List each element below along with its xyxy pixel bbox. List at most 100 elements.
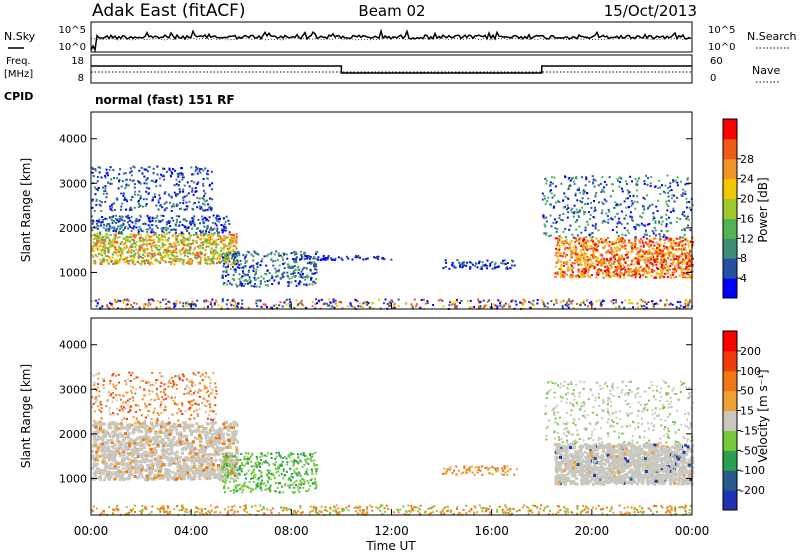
range-cell [689,253,692,256]
range-cell [309,269,312,272]
range-cell [586,192,589,195]
range-cell [560,264,563,267]
range-cell [565,238,568,241]
range-cell [144,303,146,306]
range-cell [213,447,217,451]
range-cell [161,230,164,233]
range-cell [102,241,105,244]
range-cell [205,230,208,233]
range-cell [466,300,469,303]
range-cell [214,458,218,462]
range-cell [688,259,691,262]
range-cell [211,238,214,241]
range-cell [105,236,108,239]
range-cell [597,272,600,274]
range-cell [96,235,99,238]
range-cell [166,432,170,436]
range-cell [157,208,160,211]
range-cell [567,306,570,309]
range-cell [566,301,568,304]
noise-left-tick-bottom: 10^0 [59,42,86,53]
range-cell [208,258,211,261]
range-cell [205,476,209,480]
range-cell [223,244,226,247]
range-cell [109,234,112,236]
range-cell [675,275,678,278]
range-cell [632,259,635,261]
range-cell [232,477,236,481]
range-cell [479,268,482,270]
range-cell [619,270,622,273]
range-cell [560,241,563,244]
range-cell [217,234,220,237]
range-cell [642,259,645,262]
range-cell [281,274,284,277]
range-cell [665,223,668,226]
range-cell [557,239,559,242]
range-cell [91,247,94,250]
range-cell [580,176,583,179]
range-cell [150,179,153,182]
range-cell [223,229,226,232]
range-cell [564,195,567,198]
range-cell [248,276,251,279]
range-cell [613,263,615,266]
range-cell [208,474,212,478]
range-cell [142,222,145,225]
range-cell [275,269,278,272]
range-cell [219,240,222,243]
colorbar-tick-label: 8 [740,252,747,265]
range-cell [125,208,127,211]
range-cell [210,226,212,229]
range-cell [613,256,616,259]
range-cell [158,233,161,236]
range-cell [134,242,137,245]
range-cell [160,233,163,236]
range-cell [628,269,631,272]
range-cell [629,274,632,277]
range-cell [675,248,678,251]
range-cell [598,268,601,270]
range-cell [228,233,231,235]
range-cell [659,239,662,242]
range-cell [179,456,182,459]
range-cell [130,233,132,235]
range-cell [603,191,606,193]
range-cell [669,276,672,279]
range-cell [204,256,207,259]
velocity-scatter [91,371,695,516]
range-cell [188,458,192,462]
range-cell [618,305,621,308]
range-cell [101,235,104,238]
range-cell [107,255,110,258]
range-cell [630,200,633,203]
range-cell [632,219,634,222]
range-cell [217,304,220,307]
range-cell [313,261,316,264]
range-cell [271,274,273,277]
range-cell [263,255,266,258]
range-cell [648,240,651,243]
range-cell [203,225,206,228]
range-cell [686,178,689,181]
range-cell [125,244,128,247]
range-cell [649,251,652,254]
range-cell [112,471,116,475]
range-cell [589,266,592,269]
range-cell [222,248,225,251]
range-cell [124,225,127,228]
range-cell [152,252,155,255]
range-cell [635,262,638,265]
range-cell [167,240,169,242]
range-cell [555,222,557,224]
range-cell [658,233,661,235]
range-cell [113,177,115,180]
range-cell [198,255,201,258]
range-cell [625,256,628,259]
range-cell [618,260,621,263]
range-cell [550,225,553,228]
range-cell [293,253,296,256]
range-cell [549,214,552,217]
range-cell [572,212,575,215]
range-cell [254,273,256,276]
